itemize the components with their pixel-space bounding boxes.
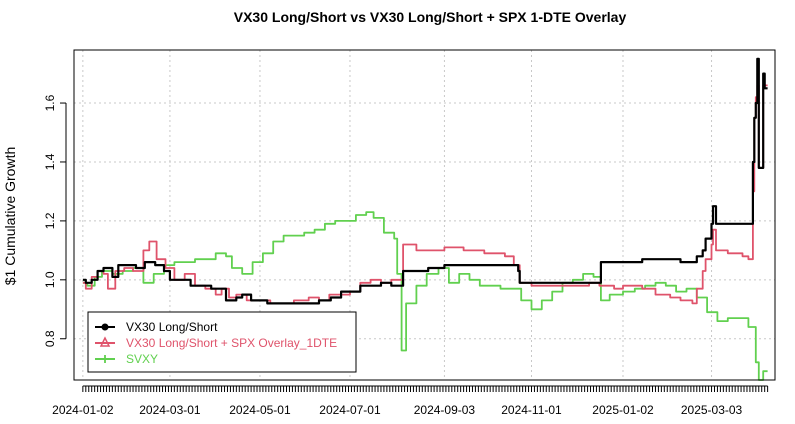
plot-frame: [73, 49, 776, 381]
legend-label: VX30 Long/Short: [126, 320, 218, 334]
legend-box: [87, 311, 357, 373]
y-tick-label: 1.2: [43, 212, 57, 229]
legend: VX30 Long/Short VX30 Long/Short + SPX Ove…: [87, 311, 357, 373]
y-tick-label: 1.6: [43, 94, 57, 111]
chart-title: VX30 Long/Short vs VX30 Long/Short + SPX…: [234, 9, 627, 25]
x-tick-label: 2024-07-01: [319, 403, 381, 417]
x-axis: 2024-01-02 2024-03-01 2024-05-01 2024-07-01…: [52, 385, 769, 417]
y-axis: 0.8 1.0 1.2 1.4 1.6: [43, 94, 67, 347]
legend-marker-circle: [101, 323, 109, 331]
x-tick-label: 2024-09-03: [414, 403, 476, 417]
x-tick-label: 2024-01-02: [52, 403, 114, 417]
series-line-svxy: [82, 211, 768, 381]
x-tick-label: 2025-03-03: [681, 403, 743, 417]
y-tick-label: 1.0: [43, 271, 57, 288]
series-layer: [82, 57, 768, 381]
x-tick-label: 2024-05-01: [229, 403, 291, 417]
legend-label: VX30 Long/Short + SPX Overlay_1DTE: [126, 336, 337, 350]
y-axis-label: $1 Cumulative Growth: [2, 147, 18, 286]
y-tick-label: 1.4: [43, 153, 57, 170]
x-tick-label: 2025-01-02: [592, 403, 654, 417]
series-line-vx30-spx-overlay: [82, 84, 768, 305]
series-line-vx30-long-short: [82, 57, 768, 305]
x-tick-label: 2024-03-01: [139, 403, 201, 417]
legend-marker-triangle: [99, 336, 111, 347]
legend-label: SVXY: [126, 352, 158, 366]
y-tick-label: 0.8: [43, 330, 57, 347]
x-tick-label: 2024-11-01: [501, 403, 562, 417]
legend-marker-plus: [101, 355, 109, 363]
